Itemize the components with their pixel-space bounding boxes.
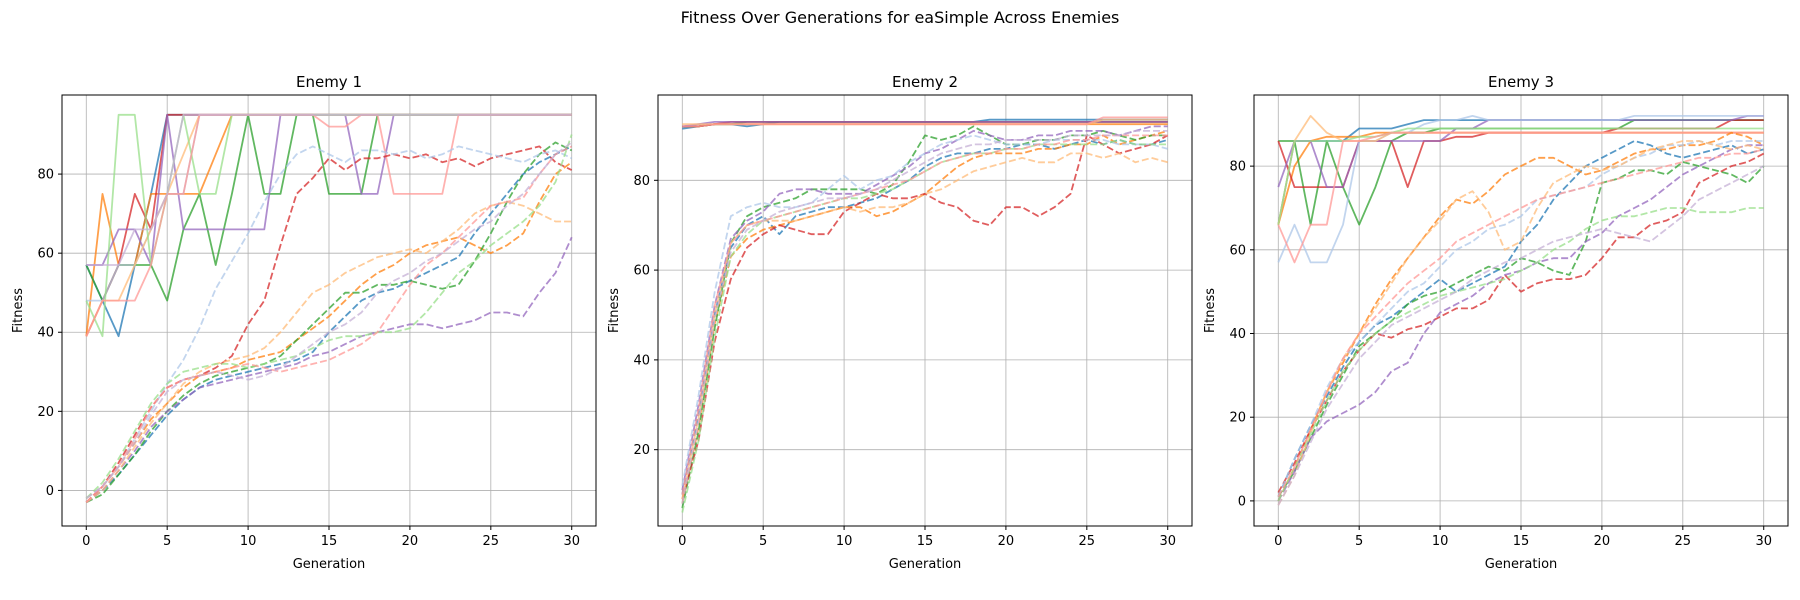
series-line-15 [1277,140,1764,498]
y-tick-label: 60 [37,247,54,262]
series-line-20 [85,141,573,500]
series-line-19 [85,145,573,503]
x-tick-label: 30 [1755,534,1772,549]
series-line-15 [85,236,573,504]
series-line-9 [1277,131,1764,264]
x-tick-label: 10 [1432,534,1449,549]
series-line-8 [1277,127,1764,225]
x-tick-label: 20 [998,534,1015,549]
series-line-14 [1277,144,1764,502]
series-group [1277,115,1765,506]
x-tick-label: 0 [678,534,686,549]
series-line-7 [682,116,1168,128]
series-line-17 [681,129,1168,504]
x-tick-label: 5 [759,534,767,549]
series-line-12 [85,161,573,500]
x-tick-label: 5 [163,534,171,549]
series-group [85,113,573,504]
series-line-10 [86,113,572,266]
x-tick-label: 15 [1513,534,1530,549]
x-tick-label: 10 [836,534,853,549]
y-tick-label: 40 [37,326,54,341]
y-axis-label: Fitness [607,288,622,333]
chart-panel-1: 0 5 10 15 20 25 30 0 20 40 60 80 Enemy 1 Generation Fi… [11,73,597,572]
y-tick-label: 40 [1229,327,1246,342]
x-tick-label: 0 [82,534,90,549]
chart-title: Enemy 2 [892,73,958,91]
series-group [681,116,1169,513]
series-line-18 [1277,148,1764,498]
x-tick-label: 25 [483,534,500,549]
x-tick-label: 15 [321,534,338,549]
x-tick-label: 25 [1079,534,1096,549]
x-tick-label: 30 [563,534,580,549]
series-line-18 [85,134,573,499]
x-axis-label: Generation [293,557,366,572]
x-tick-label: 0 [1274,534,1282,549]
y-tick-label: 20 [37,405,54,420]
series-line-17 [1277,207,1764,502]
x-tick-label: 5 [1355,534,1363,549]
y-tick-label: 0 [1238,494,1246,509]
series-line-19 [1277,165,1765,506]
x-axis-label: Generation [1485,557,1558,572]
series-line-16 [681,134,1168,495]
chart-title: Enemy 3 [1488,73,1554,91]
y-axis-label: Fitness [1203,288,1218,333]
x-tick-label: 20 [402,534,419,549]
x-tick-label: 10 [240,534,257,549]
y-tick-label: 80 [37,168,54,183]
y-tick-label: 40 [633,353,650,368]
x-tick-label: 20 [1594,534,1611,549]
y-tick-label: 0 [46,484,54,499]
y-axis-label: Fitness [11,288,26,333]
chart-panel-2: 0 5 10 15 20 25 30 20 40 60 80 Enemy 2 Generation Fit… [607,73,1193,572]
x-tick-label: 30 [1159,534,1176,549]
series-line-5 [682,121,1168,128]
chart-panel-3: 0 5 10 15 20 25 30 0 20 40 60 80 Enemy 3 Generation Fi… [1203,73,1789,572]
y-tick-label: 20 [1229,411,1246,426]
y-tick-label: 60 [633,264,650,279]
x-tick-label: 15 [917,534,934,549]
x-axis-label: Generation [889,557,962,572]
figure-title: Fitness Over Generations for eaSimple Ac… [680,8,1120,27]
y-tick-label: 20 [633,443,650,458]
y-tick-label: 60 [1229,243,1246,258]
y-tick-label: 80 [633,174,650,189]
chart-title: Enemy 1 [296,73,362,91]
y-tick-label: 80 [1229,160,1246,175]
x-tick-label: 25 [1675,534,1692,549]
